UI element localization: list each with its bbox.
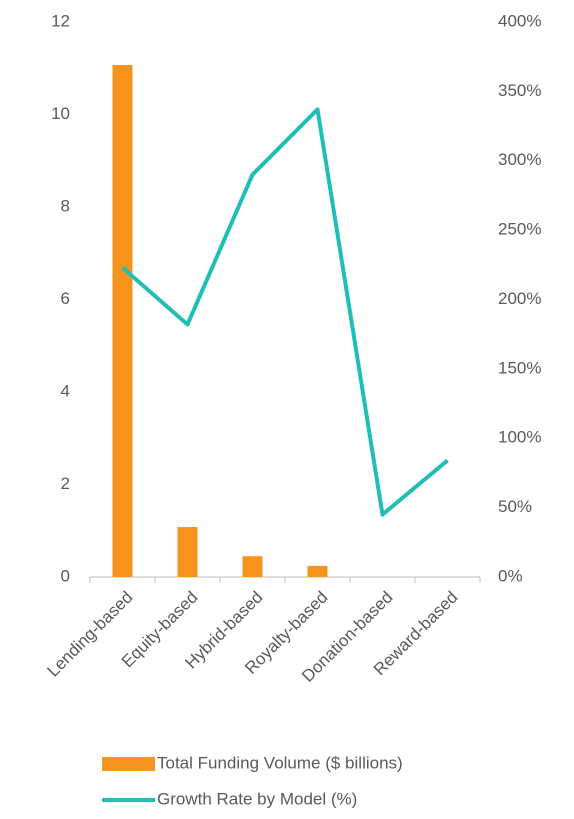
y-tick-label: 0 bbox=[61, 566, 70, 585]
y-tick-label: 2 bbox=[61, 474, 70, 493]
y2-tick-label: 250% bbox=[498, 220, 541, 239]
y2-tick-label: 400% bbox=[498, 11, 541, 30]
bar bbox=[177, 527, 198, 577]
y-tick-label: 8 bbox=[61, 196, 70, 215]
y2-tick-label: 100% bbox=[498, 428, 541, 447]
y2-tick-label: 0% bbox=[498, 566, 523, 585]
y2-tick-label: 50% bbox=[498, 497, 532, 516]
y2-tick-label: 200% bbox=[498, 289, 541, 308]
y-tick-label: 12 bbox=[51, 11, 70, 30]
bar bbox=[242, 556, 263, 577]
y2-tick-label: 350% bbox=[498, 81, 541, 100]
line bbox=[121, 107, 449, 517]
y-tick-label: 6 bbox=[61, 289, 70, 308]
bar bbox=[307, 565, 328, 577]
y2-tick-label: 150% bbox=[498, 358, 541, 377]
bar bbox=[112, 65, 133, 577]
legend-swatch bbox=[102, 757, 155, 771]
legend-label: Growth Rate by Model (%) bbox=[157, 789, 357, 808]
y-tick-label: 4 bbox=[61, 381, 70, 400]
legend-label: Total Funding Volume ($ billions) bbox=[157, 753, 403, 772]
y2-tick-label: 300% bbox=[498, 150, 541, 169]
x-tick-label: Lending-based bbox=[44, 588, 137, 681]
y-tick-label: 10 bbox=[51, 104, 70, 123]
